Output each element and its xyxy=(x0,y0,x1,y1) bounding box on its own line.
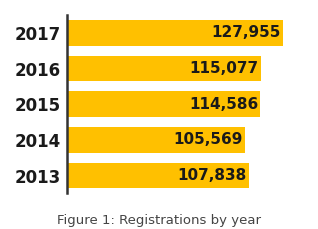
Text: Figure 1: Registrations by year: Figure 1: Registrations by year xyxy=(57,214,261,227)
Bar xyxy=(67,56,261,81)
Bar xyxy=(67,20,283,46)
Text: 114,586: 114,586 xyxy=(189,97,258,112)
Text: 115,077: 115,077 xyxy=(190,61,259,76)
Text: 127,955: 127,955 xyxy=(211,25,281,40)
Text: 105,569: 105,569 xyxy=(174,132,243,147)
Text: 107,838: 107,838 xyxy=(177,168,247,183)
Bar xyxy=(67,91,260,117)
Bar xyxy=(67,127,245,153)
Bar xyxy=(67,163,249,188)
